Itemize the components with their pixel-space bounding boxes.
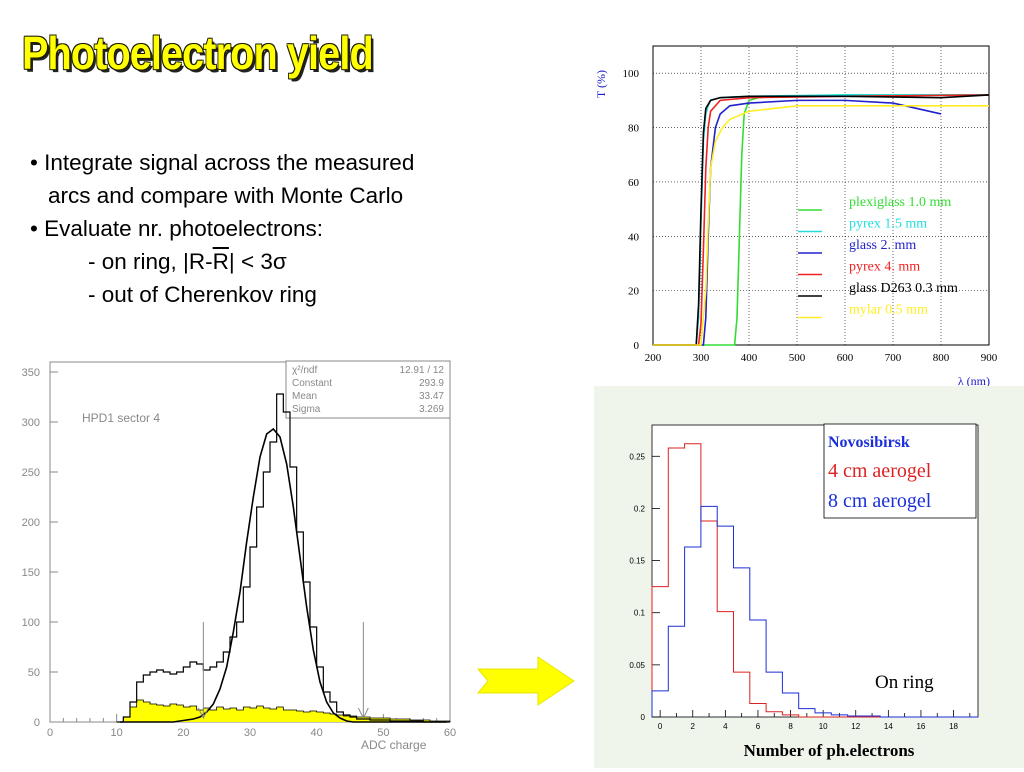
- x-tick-label: 600: [837, 352, 854, 364]
- x-tick-label: 200: [645, 352, 662, 364]
- y-tick-label: 0: [34, 717, 40, 729]
- legend-box: [823, 423, 977, 519]
- stats-value: 33.47: [419, 391, 444, 402]
- x-tick-label: 400: [741, 352, 758, 364]
- x-tick-label: 2: [691, 722, 696, 731]
- y-tick-label: 0.15: [629, 557, 645, 566]
- cut-marker-arrow: [357, 707, 369, 720]
- legend-label: mylar 0.5 mm: [849, 303, 928, 318]
- x-tick-label: 20: [177, 727, 189, 739]
- y-tick-label: 100: [22, 617, 40, 629]
- stats-value: 12.91 / 12: [400, 365, 445, 376]
- stats-label: χ²/ndf: [292, 365, 317, 376]
- adc-histogram-chart: 0 50 100 150 200 250 300 350 0 10 20 30 40 50 60 HPD1 s…: [22, 360, 456, 752]
- y-tick-label: 40: [628, 231, 640, 243]
- x-tick-label: 16: [916, 722, 925, 731]
- x-tick-label: 40: [311, 727, 323, 739]
- stats-value: 3.269: [419, 404, 444, 415]
- y-tick-label: 300: [22, 417, 40, 429]
- y-tick-label: 60: [628, 177, 640, 189]
- y-tick-label: 0: [634, 340, 640, 352]
- y-tick-label: 80: [628, 123, 640, 135]
- legend-label: glass D263 0.3 mm: [849, 281, 958, 296]
- y-tick-label: 350: [22, 367, 40, 379]
- y-tick-label: 100: [623, 68, 640, 80]
- y-axis-label: T (%): [594, 70, 608, 98]
- bullet-1-line-1: • Integrate signal across the measured: [30, 150, 415, 175]
- plot-frame: [49, 361, 451, 723]
- bullet-2: • Evaluate nr. photoelectrons:: [30, 216, 324, 241]
- x-tick-label: 0: [47, 727, 53, 739]
- x-tick-label: 60: [444, 727, 456, 739]
- bullet-1-line-2: arcs and compare with Monte Carlo: [48, 183, 404, 208]
- x-tick-label: 6: [756, 722, 761, 731]
- x-tick-label: 800: [933, 352, 950, 364]
- x-tick-label: 30: [244, 727, 256, 739]
- right-arrow-icon: [476, 656, 575, 706]
- y-tick-label: 150: [22, 567, 40, 579]
- annotation-on-ring: On ring: [875, 672, 934, 693]
- stats-label: Sigma: [292, 404, 321, 415]
- y-tick-label: 20: [628, 286, 640, 298]
- y-tick-label: 50: [28, 667, 40, 679]
- legend-label: 4 cm aerogel: [828, 460, 932, 482]
- bullet-list: • Integrate signal across the measured a…: [30, 146, 414, 311]
- x-tick-label: 0: [658, 722, 663, 731]
- legend-label: plexiglass 1.0 mm: [849, 195, 951, 210]
- y-tick-label: 0.05: [629, 661, 645, 670]
- stats-value: 293.9: [419, 378, 444, 389]
- y-tick-label: 0.2: [634, 504, 646, 513]
- legend-label: pyrex 1.5 mm: [849, 217, 927, 232]
- stats-label: Mean: [292, 391, 317, 402]
- y-tick-label: 200: [22, 517, 40, 529]
- x-tick-label: 10: [111, 727, 123, 739]
- legend-label: 8 cm aerogel: [828, 490, 932, 512]
- sub-bullet-out-of-ring: - out of Cherenkov ring: [88, 282, 317, 307]
- r-bar-symbol: R: [212, 249, 229, 274]
- y-tick-label: 0.25: [629, 452, 645, 461]
- stats-box: [285, 360, 451, 419]
- series-line-6: [653, 105, 989, 346]
- x-tick-label: 300: [693, 352, 710, 364]
- gaussian-fit-curve: [120, 427, 447, 723]
- x-tick-label: 8: [788, 722, 793, 731]
- legend-label: glass 2. mm: [849, 238, 916, 253]
- x-tick-label: 14: [884, 722, 893, 731]
- photoelectron-histogram-chart: 0 0.05 0.1 0.15 0.2 0.25 0 2 4 6 8 10 12 14 16 18 Novosi…: [629, 423, 979, 760]
- histogram-title: HPD1 sector 4: [82, 411, 160, 425]
- x-tick-label: 4: [723, 722, 728, 731]
- x-tick-label: 500: [789, 352, 806, 364]
- legend-label: pyrex 4. mm: [849, 260, 920, 275]
- sub-bullet-on-ring-tail: | < 3σ: [228, 249, 287, 274]
- series-line-4: [653, 94, 990, 346]
- x-axis-label: Number of ph.electrons: [744, 741, 915, 760]
- transmission-chart: 200 300 400 500 600 700 800 900 0 20 40 60 80 100 λ (n…: [594, 45, 998, 388]
- histogram-series-2: [651, 505, 978, 718]
- series-line-5: [653, 94, 990, 346]
- legend-title: Novosibirsk: [828, 434, 910, 451]
- y-tick-label: 0: [641, 713, 646, 722]
- y-tick-label: 0.1: [634, 609, 646, 618]
- x-tick-label: 900: [981, 352, 998, 364]
- stats-label: Constant: [292, 378, 332, 389]
- cut-marker-arrow: [197, 707, 209, 720]
- data-histogram: [116, 393, 450, 723]
- slide-title: Photoelectron yield: [22, 27, 374, 79]
- y-tick-label: 250: [22, 467, 40, 479]
- sub-bullet-on-ring-lead: - on ring, |R-: [88, 249, 213, 274]
- x-tick-label: 50: [377, 727, 389, 739]
- sub-bullet-on-ring: - on ring, |R-R| < 3σ: [30, 245, 414, 278]
- series-line-3: [653, 99, 942, 346]
- x-tick-label: 18: [949, 722, 958, 731]
- x-tick-label: 12: [851, 722, 860, 731]
- x-axis-label: ADC charge: [361, 738, 427, 752]
- photoelectron-chart-panel: 0 0.05 0.1 0.15 0.2 0.25 0 2 4 6 8 10 12 14 16 18 Novosi…: [594, 386, 1024, 768]
- x-tick-label: 700: [885, 352, 902, 364]
- x-tick-label: 10: [819, 722, 828, 731]
- x-axis-label: λ (nm): [958, 374, 990, 388]
